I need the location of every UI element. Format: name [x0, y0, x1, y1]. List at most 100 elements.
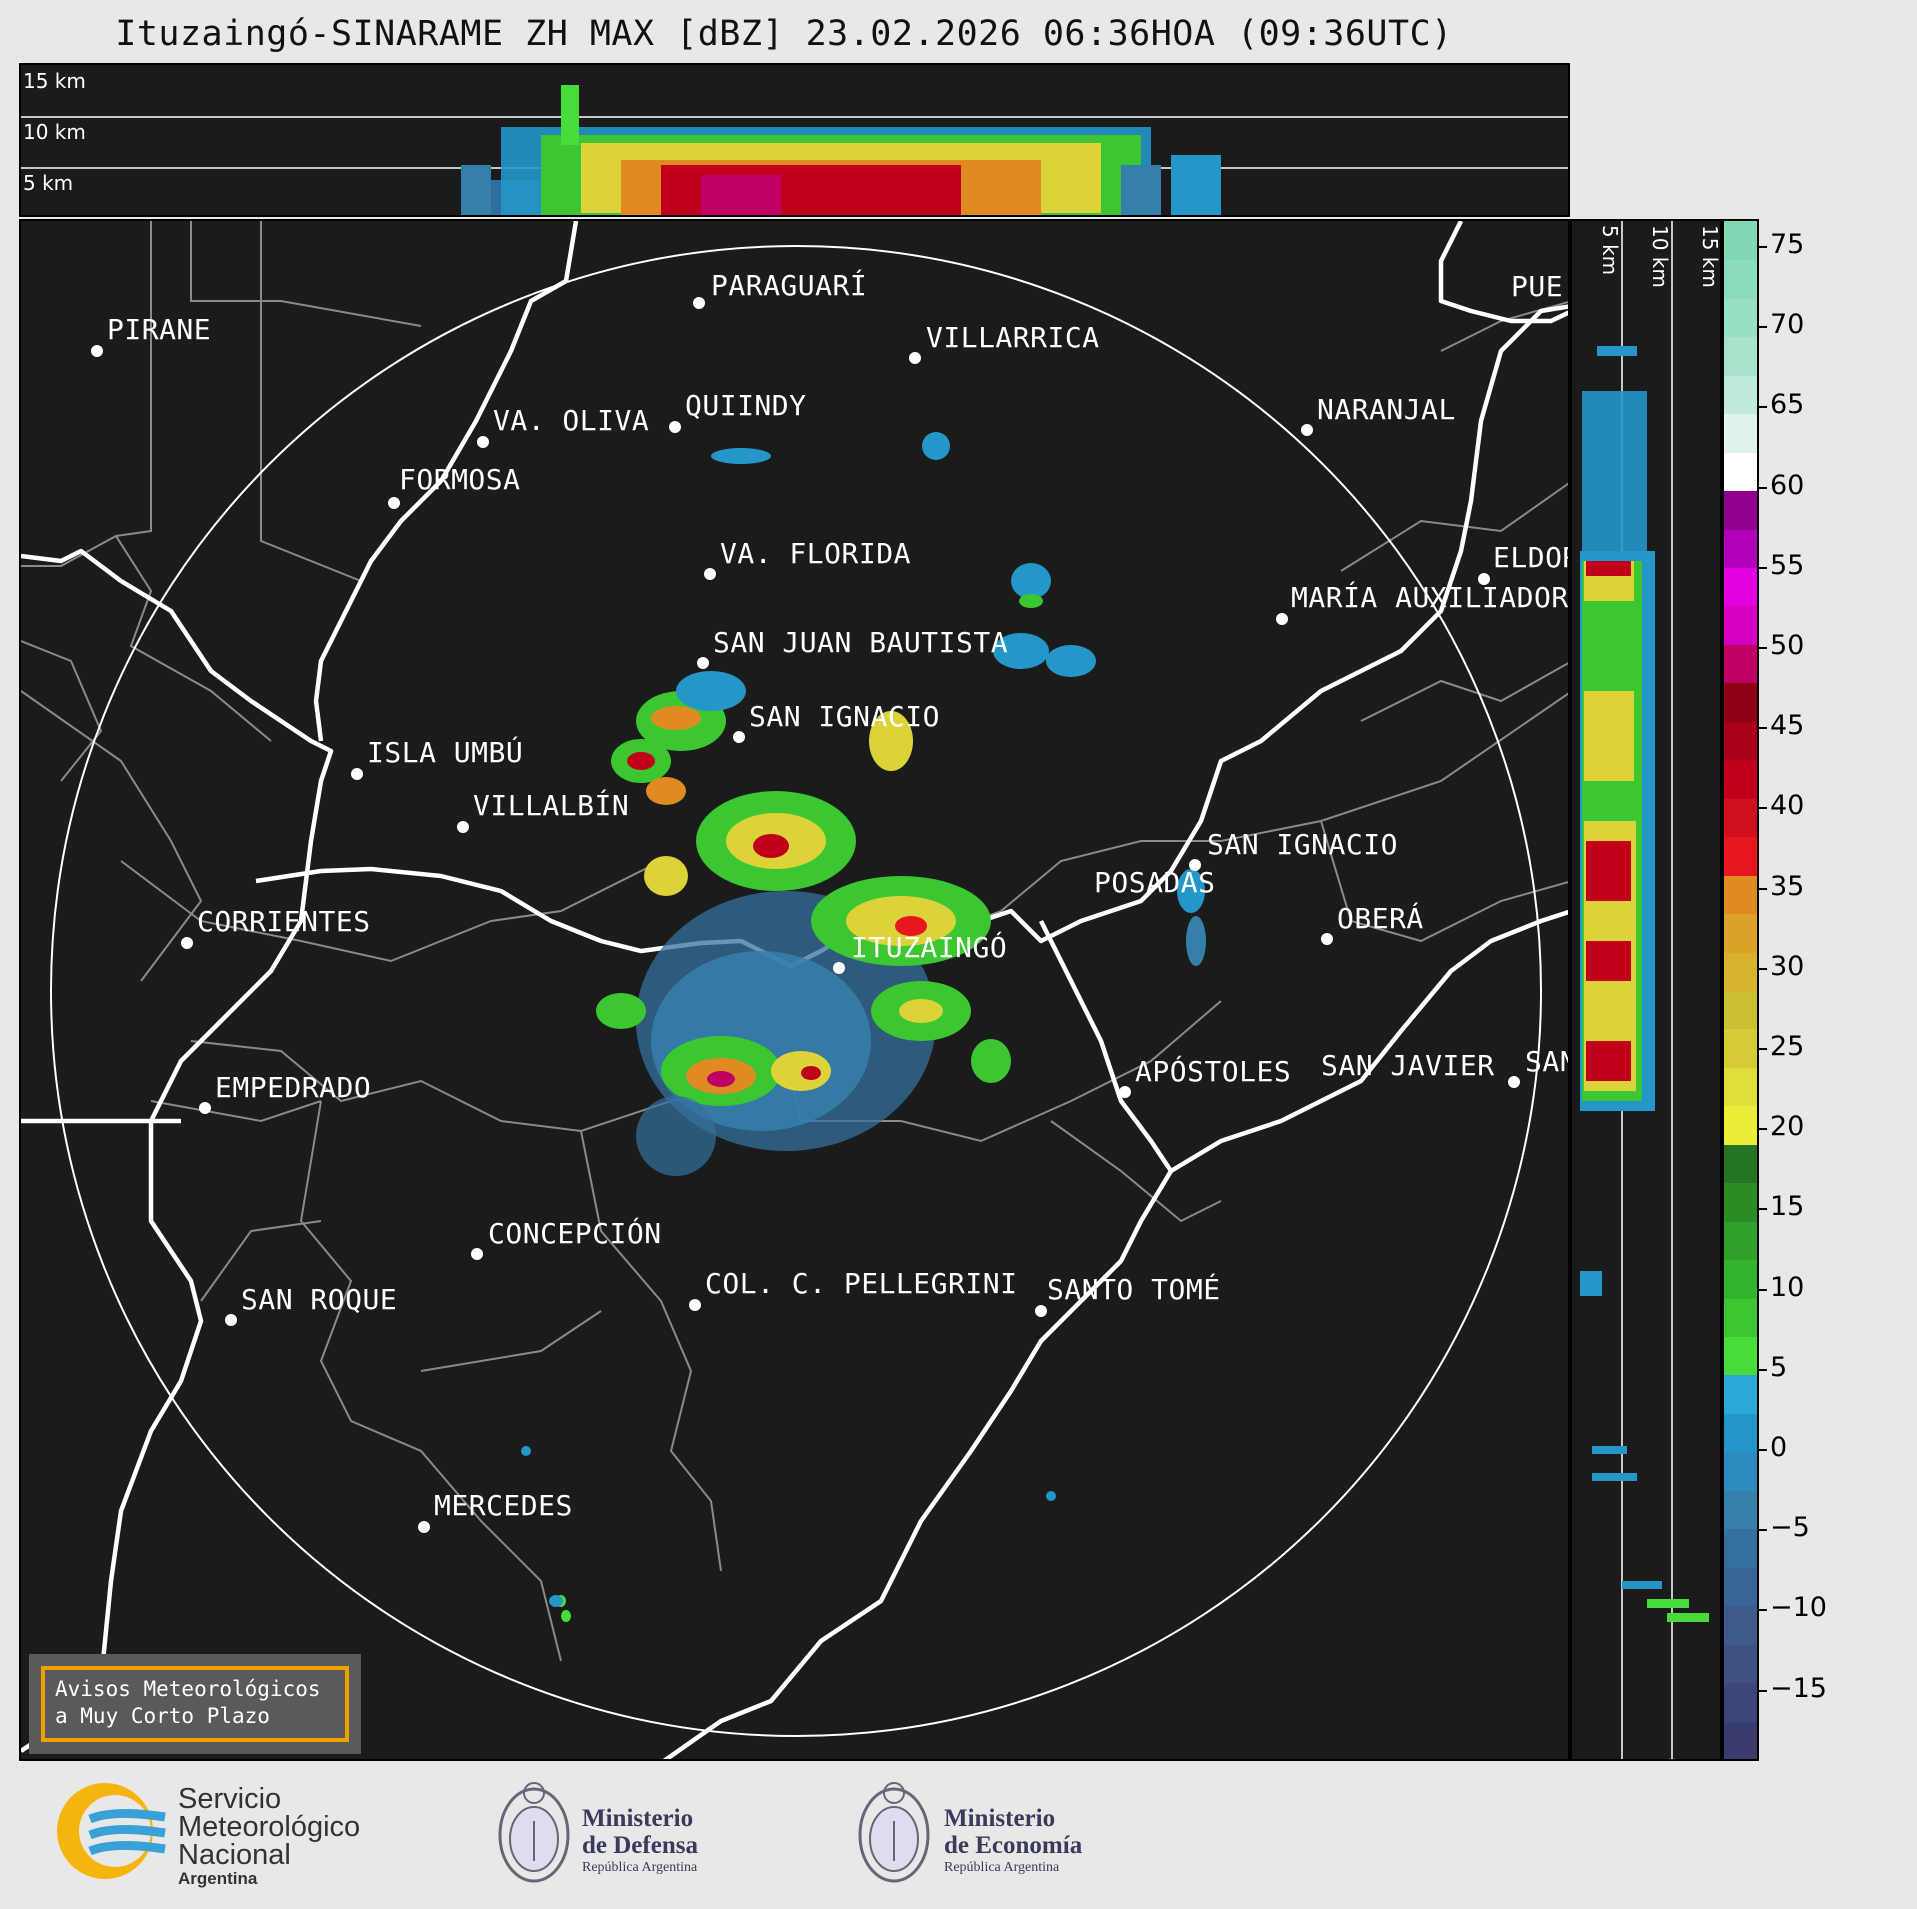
side-cross-section-panel: 5 km 10 km 15 km [1570, 219, 1722, 1761]
colorbar-tick [1759, 887, 1767, 890]
colorbar-tick [1759, 1368, 1767, 1371]
colorbar-segment [1724, 1297, 1757, 1338]
top-cross-section-panel: 15 km 10 km 5 km [19, 63, 1570, 217]
colorbar-segment [1724, 874, 1757, 915]
colorbar-segment [1724, 297, 1757, 338]
city-label-naranjal: NARANJAL [1317, 393, 1456, 426]
colorbar-tick-label: −5 [1770, 1512, 1810, 1544]
colorbar-segment [1724, 451, 1757, 492]
colorbar-segment [1724, 1066, 1757, 1107]
city-marker [1478, 573, 1490, 585]
city-marker [733, 731, 745, 743]
city-label-san-ignacio-ar: SAN IGNACIO [1207, 828, 1398, 861]
city-label-isla-umbu: ISLA UMBÚ [367, 736, 524, 769]
city-marker [693, 297, 705, 309]
colorbar-segment [1724, 1489, 1757, 1530]
city-label-pirane: PIRANE [107, 313, 212, 346]
city-marker [388, 497, 400, 509]
colorbar-segment [1724, 1720, 1757, 1759]
top-height-label-5: 5 km [23, 171, 74, 195]
colorbar-segment [1724, 259, 1757, 299]
city-label-san-ignacio-py: SAN IGNACIO [749, 700, 940, 733]
colorbar-tick-label: 5 [1770, 1351, 1788, 1383]
colorbar-tick-label: 0 [1770, 1432, 1788, 1463]
colorbar-segment [1724, 1566, 1757, 1607]
city-marker [1301, 424, 1313, 436]
city-label-san-juan-bautista: SAN JUAN BAUTISTA [713, 626, 1009, 659]
notice-box: Avisos Meteorológicos a Muy Corto Plazo [41, 1666, 349, 1742]
side-height-label-5: 5 km [1598, 225, 1622, 276]
top-height-label-15: 15 km [23, 69, 86, 93]
colorbar-tick-label: 15 [1770, 1191, 1805, 1223]
city-label-ituzaingo: ITUZAINGÓ [851, 931, 1008, 964]
colorbar-segment [1724, 797, 1757, 838]
city-marker [418, 1521, 430, 1533]
smn-logo-icon [57, 1783, 166, 1879]
colorbar-segment [1724, 1028, 1757, 1068]
city-label-empedrado: EMPEDRADO [215, 1071, 372, 1104]
colorbar-segment [1724, 759, 1757, 799]
city-marker [697, 657, 709, 669]
colorbar-tick-label: −10 [1770, 1592, 1827, 1624]
radar-map: PARAGUARÍ PIRANE VILLARRICA VA. OLIVA QU… [19, 219, 1570, 1761]
city-marker [351, 768, 363, 780]
colorbar-tick-label: 55 [1770, 549, 1805, 581]
city-marker [457, 821, 469, 833]
coat-of-arms-defensa-icon [498, 1782, 570, 1883]
colorbar-segment [1724, 1682, 1757, 1722]
city-marker [181, 937, 193, 949]
city-label-col-c-pellegrini: COL. C. PELLEGRINI [705, 1267, 1018, 1300]
colorbar-segment [1724, 913, 1757, 953]
side-height-label-10: 10 km [1648, 225, 1672, 288]
city-label-san: SAN [1525, 1045, 1568, 1078]
colorbar-tick [1759, 1048, 1767, 1050]
colorbar-segment [1724, 1143, 1757, 1184]
colorbar-segment [1724, 567, 1757, 607]
coat-of-arms-economia-icon [858, 1782, 930, 1883]
notice-panel: Avisos Meteorológicos a Muy Corto Plazo [29, 1654, 361, 1754]
colorbar-tick [1759, 1449, 1767, 1451]
colorbar-segment [1724, 1259, 1757, 1299]
colorbar-segment [1724, 221, 1757, 261]
colorbar-segment [1724, 643, 1757, 684]
city-marker [909, 352, 921, 364]
city-marker [1321, 933, 1333, 945]
city-label-santo-tome: SANTO TOMÉ [1047, 1273, 1221, 1306]
colorbar-segment [1724, 374, 1757, 415]
colorbar-tick [1759, 1128, 1767, 1131]
notice-line-1: Avisos Meteorológicos [55, 1677, 321, 1701]
city-label-quiindy: QUIINDY [685, 389, 807, 422]
city-marker [669, 421, 681, 433]
colorbar-tick [1759, 647, 1767, 649]
radar-site-marker [833, 962, 845, 974]
colorbar-tick-label: −15 [1770, 1672, 1827, 1704]
colorbar-segment [1724, 605, 1757, 645]
colorbar-segment [1724, 951, 1757, 991]
city-marker [477, 436, 489, 448]
colorbar-tick-label: 30 [1770, 950, 1805, 982]
colorbar-tick [1759, 807, 1767, 810]
city-label-concepcion: CONCEPCIÓN [488, 1217, 662, 1250]
city-label-eldorado: ELDOR [1493, 541, 1568, 574]
city-label-villalbin: VILLALBÍN [473, 789, 630, 822]
city-marker [225, 1314, 237, 1326]
colorbar-tick-label: 70 [1770, 309, 1805, 341]
city-label-corrientes: CORRIENTES [197, 905, 371, 938]
colorbar-tick-label: 65 [1770, 389, 1805, 421]
colorbar-segment [1724, 682, 1757, 722]
colorbar-tick [1759, 406, 1767, 409]
colorbar-segment [1724, 1412, 1757, 1453]
colorbar-tick-label: 35 [1770, 870, 1805, 902]
smn-logo-text: Servicio Meteorológico Nacional Argentin… [178, 1783, 361, 1889]
colorbar-segment [1724, 990, 1757, 1030]
colorbar [1722, 219, 1759, 1761]
city-label-puerto: PUE [1511, 270, 1564, 303]
colorbar-tick-label: 45 [1770, 710, 1805, 742]
colorbar-segment [1724, 1528, 1757, 1568]
colorbar-tick [1759, 1609, 1767, 1612]
colorbar-tick-label: 60 [1770, 469, 1805, 501]
city-marker [1508, 1076, 1520, 1088]
city-marker [689, 1299, 701, 1311]
colorbar-segment [1724, 1451, 1757, 1491]
colorbar-segment [1724, 720, 1757, 761]
